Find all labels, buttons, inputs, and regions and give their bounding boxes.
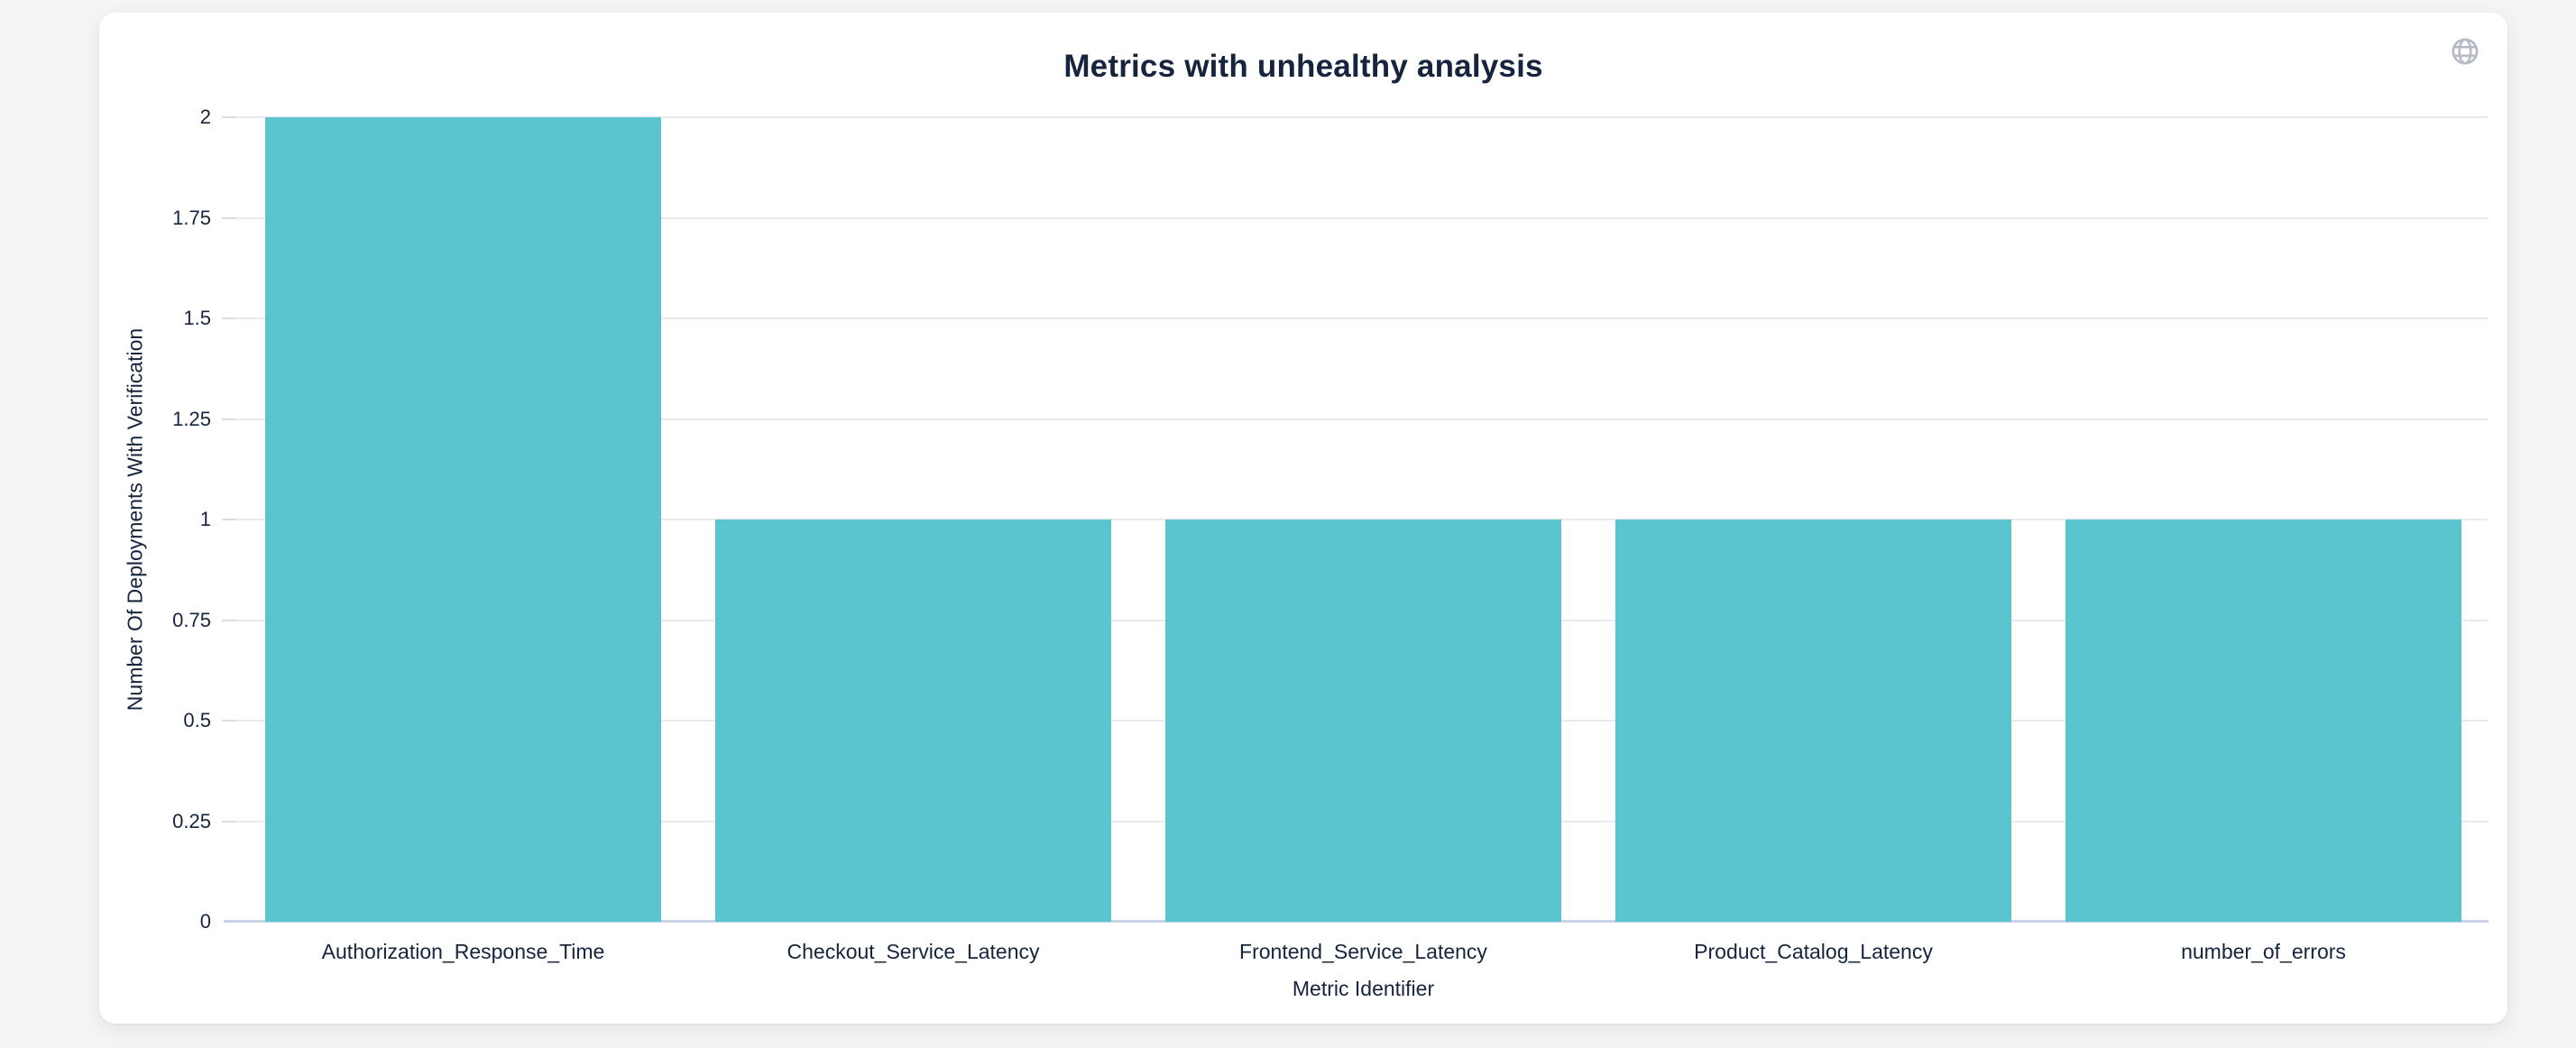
globe-icon[interactable] (2450, 36, 2480, 67)
x-tick-label-Frontend_Service_Latency: Frontend_Service_Latency (1239, 940, 1487, 963)
y-tick-mark (222, 820, 237, 823)
y-tick-label-1.75: 1.75 (172, 206, 211, 229)
y-tick-mark (222, 619, 237, 621)
x-tick-label-number_of_errors: number_of_errors (2181, 940, 2346, 963)
y-tick-label-0.25: 0.25 (172, 809, 211, 832)
x-tick-label-Authorization_Response_Time: Authorization_Response_Time (321, 940, 605, 963)
y-tick-mark (222, 720, 237, 722)
x-axis-title: Metric Identifier (1292, 977, 1435, 1000)
gridline-y-1.25 (238, 418, 2489, 420)
y-tick-label-2: 2 (199, 106, 211, 128)
x-tick-label-Checkout_Service_Latency: Checkout_Service_Latency (787, 940, 1040, 963)
y-tick-label-0.5: 0.5 (183, 709, 211, 731)
chart-card: Metrics with unhealthy analysis Number O… (99, 13, 2507, 1024)
y-tick-mark (222, 216, 237, 219)
y-tick-mark (222, 418, 237, 420)
x-tick-label-Product_Catalog_Latency: Product_Catalog_Latency (1694, 940, 1933, 963)
y-tick-mark (222, 519, 237, 520)
gridline-y-1.75 (238, 216, 2489, 219)
chart-title: Metrics with unhealthy analysis (1063, 49, 1543, 84)
gridline-y-1.5 (238, 317, 2489, 319)
plot-area (224, 116, 2489, 923)
y-tick-label-1: 1 (199, 508, 211, 530)
y-tick-label-0.75: 0.75 (172, 608, 211, 631)
y-tick-label-1.5: 1.5 (183, 307, 211, 329)
y-tick-mark (222, 317, 237, 319)
y-tick-label-1.25: 1.25 (172, 407, 211, 430)
bar-number_of_errors[interactable] (2065, 519, 2462, 922)
y-tick-mark (222, 116, 237, 118)
bar-Frontend_Service_Latency[interactable] (1164, 519, 1562, 922)
bar-Checkout_Service_Latency[interactable] (714, 519, 1112, 922)
y-tick-label-0: 0 (199, 910, 211, 933)
bar-Authorization_Response_Time[interactable] (264, 117, 662, 922)
gridline-y-2 (238, 116, 2489, 118)
bar-Product_Catalog_Latency[interactable] (1615, 519, 2012, 922)
